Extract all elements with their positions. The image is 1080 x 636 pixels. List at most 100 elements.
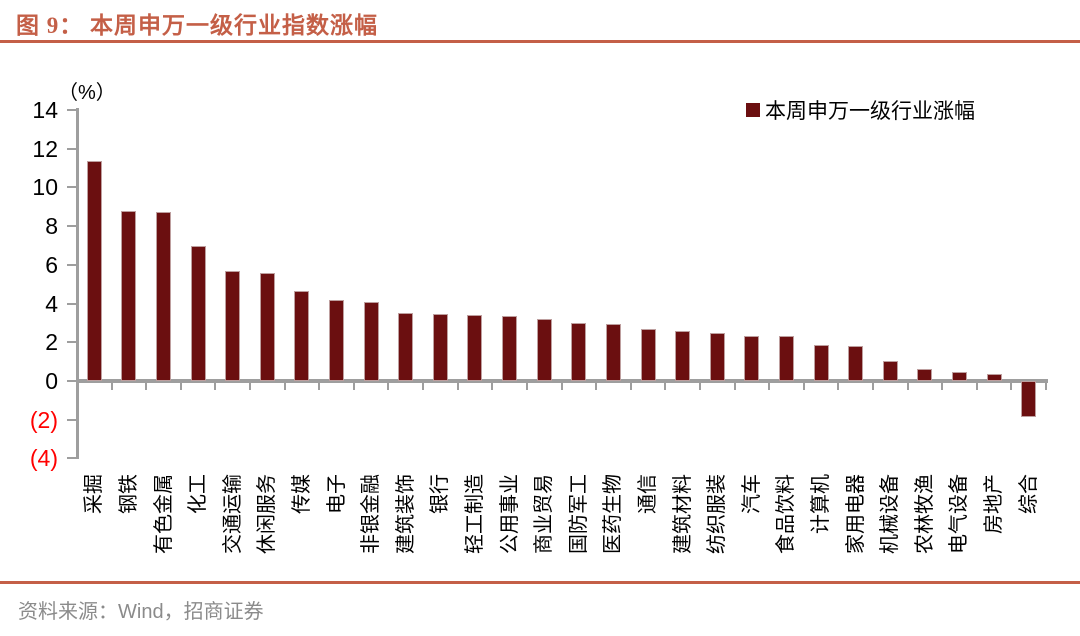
x-tick-mark [491, 383, 494, 390]
footer-rule [0, 581, 1080, 584]
x-tick-mark [249, 383, 252, 390]
y-axis-unit-label: （%） [58, 82, 116, 104]
x-tick-mark [768, 383, 771, 390]
x-category-label: 机械设备 [879, 474, 902, 554]
bar [778, 336, 794, 381]
y-axis-line [75, 108, 79, 459]
x-tick-mark [387, 383, 390, 390]
x-category-label: 交通运输 [221, 474, 244, 554]
bar [156, 211, 172, 381]
bar [121, 210, 137, 381]
figure-title: 图 9： 本周申万一级行业指数涨幅 [16, 13, 378, 38]
bar [675, 330, 691, 381]
bar [190, 246, 206, 381]
source-note: 资料来源：Wind，招商证券 [18, 601, 264, 623]
bar [640, 328, 656, 381]
y-tick-label: 10 [32, 174, 58, 201]
x-tick-mark [145, 383, 148, 390]
x-category-label: 纺织服装 [706, 474, 729, 554]
legend-swatch-icon [746, 103, 760, 117]
x-tick-mark [422, 383, 425, 390]
x-tick-mark [629, 383, 632, 390]
y-tick-label: 12 [32, 135, 58, 162]
x-category-label: 公用事业 [498, 474, 521, 554]
x-category-label: 食品饮料 [775, 474, 798, 554]
bar [536, 319, 552, 381]
x-category-label: 传媒 [290, 474, 313, 514]
x-tick-mark [110, 383, 113, 390]
bar [432, 314, 448, 381]
y-tick-label: (4) [29, 445, 58, 472]
x-category-label: 采掘 [83, 474, 106, 514]
x-tick-mark [733, 383, 736, 390]
x-tick-mark [214, 383, 217, 390]
bar [571, 322, 587, 381]
x-category-label: 化工 [187, 474, 210, 514]
x-category-label: 汽车 [740, 474, 763, 514]
x-tick-mark [525, 383, 528, 390]
y-tick-label: 2 [45, 329, 58, 356]
x-tick-mark [1045, 383, 1047, 390]
bar [917, 369, 933, 381]
x-tick-mark [560, 383, 563, 390]
x-tick-mark [664, 383, 667, 390]
bar [605, 323, 621, 381]
x-tick-mark [941, 383, 944, 390]
bar [363, 301, 379, 381]
bar [744, 335, 760, 381]
bar [259, 272, 275, 381]
y-tick-label: (2) [29, 406, 58, 433]
x-category-label: 电子 [325, 474, 348, 514]
x-category-label: 轻工制造 [463, 474, 486, 554]
bar [225, 270, 241, 381]
x-tick-mark [318, 383, 321, 390]
y-tick-mark [67, 225, 76, 228]
bar [86, 161, 102, 381]
bar [502, 316, 518, 381]
bar [294, 290, 310, 381]
y-tick-mark [67, 418, 76, 421]
y-tick-label: 4 [45, 290, 58, 317]
x-tick-mark [456, 383, 459, 390]
x-category-label: 有色金属 [152, 474, 175, 554]
bar [813, 345, 829, 381]
y-tick-mark [67, 147, 76, 150]
y-tick-mark [67, 302, 76, 305]
y-tick-mark [67, 263, 76, 266]
x-tick-mark [975, 383, 978, 390]
chart-legend: 本周申万一级行业涨幅 [746, 98, 975, 123]
y-tick-label: 14 [32, 96, 58, 123]
x-tick-mark [352, 383, 355, 390]
x-axis-baseline [75, 379, 1048, 383]
x-category-label: 银行 [429, 474, 452, 514]
bar [1021, 381, 1037, 417]
x-category-label: 农林牧渔 [913, 474, 936, 554]
x-tick-mark [283, 383, 286, 390]
y-tick-mark [67, 108, 76, 111]
x-category-label: 综合 [1017, 474, 1040, 514]
y-tick-label: 0 [45, 368, 58, 394]
title-underline [0, 40, 1080, 43]
x-tick-mark [179, 383, 182, 390]
x-tick-mark [802, 383, 805, 390]
y-tick-mark [67, 186, 76, 189]
y-tick-mark [67, 380, 76, 382]
x-tick-mark [698, 383, 701, 390]
x-category-label: 建筑装饰 [394, 474, 417, 554]
x-category-label: 通信 [637, 474, 660, 514]
x-category-label: 医药生物 [602, 474, 625, 554]
x-category-label: 休闲服务 [256, 474, 279, 554]
x-tick-mark [1010, 383, 1013, 390]
y-tick-label: 8 [45, 213, 58, 240]
y-tick-label: 6 [45, 251, 58, 278]
bar [882, 360, 898, 381]
x-category-label: 商业贸易 [533, 474, 556, 554]
x-category-label: 钢铁 [117, 474, 140, 514]
bar [398, 313, 414, 381]
bar [951, 372, 967, 381]
x-category-label: 房地产 [983, 474, 1006, 534]
x-category-label: 计算机 [810, 474, 833, 534]
y-tick-mark [67, 457, 76, 460]
